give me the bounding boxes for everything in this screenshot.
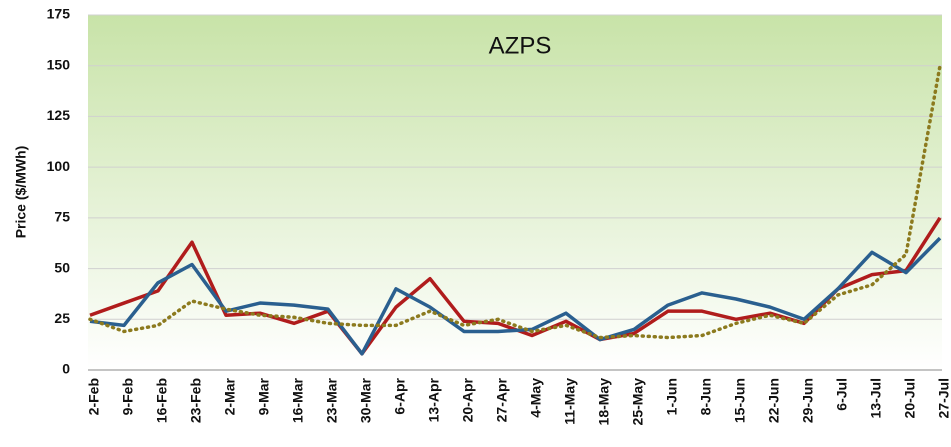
x-tick-label: 2-Mar: [222, 377, 238, 415]
y-tick-label: 100: [47, 158, 71, 174]
x-tick-label: 27-Apr: [494, 377, 510, 422]
x-tick-label: 1-Jun: [664, 378, 680, 415]
x-tick-label: 11-May: [562, 378, 578, 425]
y-tick-label: 75: [54, 209, 70, 225]
y-tick-label: 0: [62, 361, 70, 377]
chart-title: AZPS: [489, 32, 552, 59]
y-tick-label: 25: [54, 310, 70, 326]
y-tick-label: 125: [47, 107, 71, 123]
x-tick-label: 20-Apr: [460, 377, 476, 422]
x-tick-label: 4-May: [528, 378, 544, 418]
x-tick-label: 8-Jun: [698, 378, 714, 415]
x-tick-label: 23-Feb: [188, 378, 204, 423]
x-tick-label: 30-Mar: [358, 377, 374, 423]
x-tick-label: 6-Jul: [834, 378, 850, 411]
x-tick-label: 16-Feb: [154, 378, 170, 423]
x-tick-label: 13-Apr: [426, 377, 442, 422]
x-tick-label: 18-May: [596, 378, 612, 426]
x-tick-label: 27-Jul: [936, 378, 951, 418]
series-line: [89, 236, 942, 356]
x-tick-label: 9-Feb: [120, 378, 136, 415]
x-tick-label: 25-May: [630, 378, 646, 426]
y-tick-label: 150: [47, 56, 71, 72]
series-line: [88, 63, 942, 340]
x-tick-label: 15-Jun: [732, 378, 748, 423]
y-tick-label: 50: [54, 259, 70, 275]
x-tick-label: 22-Jun: [766, 378, 782, 423]
y-axis-label: Price ($/MWh): [13, 146, 29, 239]
x-tick-label: 16-Mar: [290, 377, 306, 423]
x-tick-label: 9-Mar: [256, 377, 272, 415]
plot-area: [88, 15, 942, 370]
x-tick-label: 29-Jun: [800, 378, 816, 423]
x-tick-label: 20-Jul: [902, 378, 918, 418]
x-tick-label: 23-Mar: [324, 377, 340, 423]
x-tick-label: 6-Apr: [392, 377, 408, 414]
x-tick-label: 13-Jul: [868, 378, 884, 418]
y-tick-label: 175: [47, 6, 71, 22]
x-tick-label: 2-Feb: [86, 378, 102, 415]
